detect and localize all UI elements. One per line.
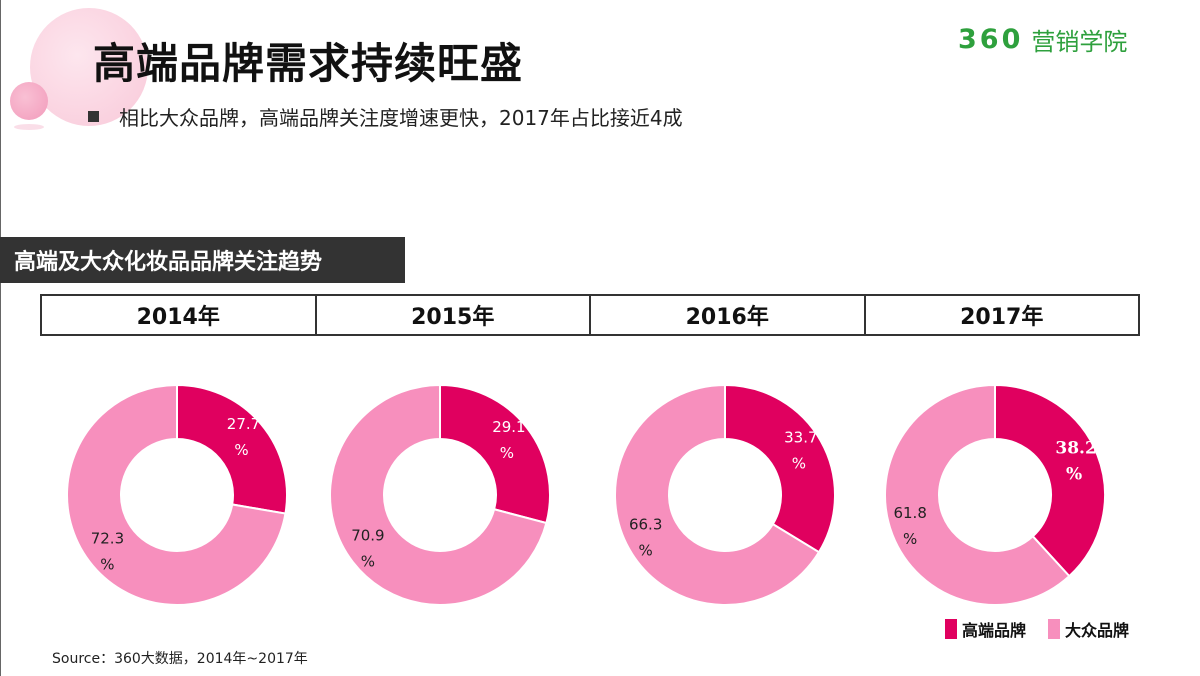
data-label-unit-mass-3: % xyxy=(903,530,917,548)
legend-label-mass: 大众品牌 xyxy=(1065,621,1130,640)
decorative-circle-small xyxy=(10,82,48,120)
donut-2: 33.7% 66.3% xyxy=(614,383,836,606)
decorative-circle-large xyxy=(30,8,148,126)
section-label: 高端及大众化妆品品牌关注趋势 xyxy=(0,237,405,283)
year-header-2014: 2014年 xyxy=(136,305,220,330)
source-note: Source：360大数据，2014年~2017年 xyxy=(52,651,308,667)
data-label-unit-premium-2: % xyxy=(792,454,806,472)
data-label-unit-mass-0: % xyxy=(100,556,114,574)
bullet-text: 相比大众品牌，高端品牌关注度增速更快，2017年占比接近4成 xyxy=(119,106,683,130)
donut-slice-premium-3 xyxy=(994,383,1106,578)
donut-slice-mass-3 xyxy=(884,383,1071,606)
year-header-2016: 2016年 xyxy=(589,296,864,334)
donut-slice-premium-2 xyxy=(724,383,836,554)
data-label-mass-1: 70.9 xyxy=(351,527,384,545)
data-label-premium-3: 38.2 xyxy=(1055,438,1096,458)
donut-3: 38.2% 61.8% xyxy=(884,383,1106,606)
brand-logo: 360 营销学院 xyxy=(958,22,1127,57)
data-label-unit-mass-2: % xyxy=(639,542,653,560)
page-title: 高端品牌需求持续旺盛 xyxy=(93,39,524,88)
donut-0: 27.7% 72.3% xyxy=(66,383,288,606)
donut-slice-mass-1 xyxy=(329,383,548,606)
data-label-unit-premium-1: % xyxy=(500,444,514,462)
logo-text: 营销学院 xyxy=(1031,28,1128,56)
legend-item-mass: 大众品牌 xyxy=(1048,617,1129,641)
decorative-circle-shadow xyxy=(14,124,44,130)
donut-charts: 27.7% 72.3% 29.1% 70.9% 33.7% 66.3% 38.2% 61.8% xyxy=(66,383,1106,606)
donut-slice-mass-2 xyxy=(614,383,821,606)
data-label-unit-premium-3: % xyxy=(1066,464,1082,484)
data-label-premium-1: 29.1 xyxy=(492,418,525,436)
data-label-unit-mass-1: % xyxy=(361,553,375,571)
year-header-2017: 2017年 xyxy=(863,296,1139,334)
frame-left-border xyxy=(0,0,1,676)
data-label-premium-2: 33.7 xyxy=(784,428,817,446)
legend-swatch-mass xyxy=(1048,619,1061,639)
year-header-2015: 2015年 xyxy=(314,296,590,334)
data-label-premium-0: 27.7 xyxy=(227,415,260,433)
chart-legend: 高端品牌 大众品牌 xyxy=(945,617,1151,641)
year-header-table: 2014年 2015年 2016年 2017年 xyxy=(40,294,1140,336)
logo-number: 360 xyxy=(958,24,1024,55)
donut-slice-mass-0 xyxy=(66,383,287,606)
square-bullet-icon xyxy=(88,111,99,122)
donut-slice-premium-1 xyxy=(439,383,551,525)
data-label-mass-0: 72.3 xyxy=(91,530,124,548)
legend-swatch-premium xyxy=(945,619,957,639)
legend-item-premium: 高端品牌 xyxy=(945,617,1026,641)
donut-1: 29.1% 70.9% xyxy=(329,383,551,606)
legend-label-premium: 高端品牌 xyxy=(962,621,1027,640)
data-label-unit-premium-0: % xyxy=(234,441,248,459)
data-label-mass-2: 66.3 xyxy=(629,516,662,534)
bullet-point: 相比大众品牌，高端品牌关注度增速更快，2017年占比接近4成 xyxy=(88,102,683,131)
data-label-mass-3: 61.8 xyxy=(893,504,926,522)
donut-slice-premium-0 xyxy=(176,383,288,515)
